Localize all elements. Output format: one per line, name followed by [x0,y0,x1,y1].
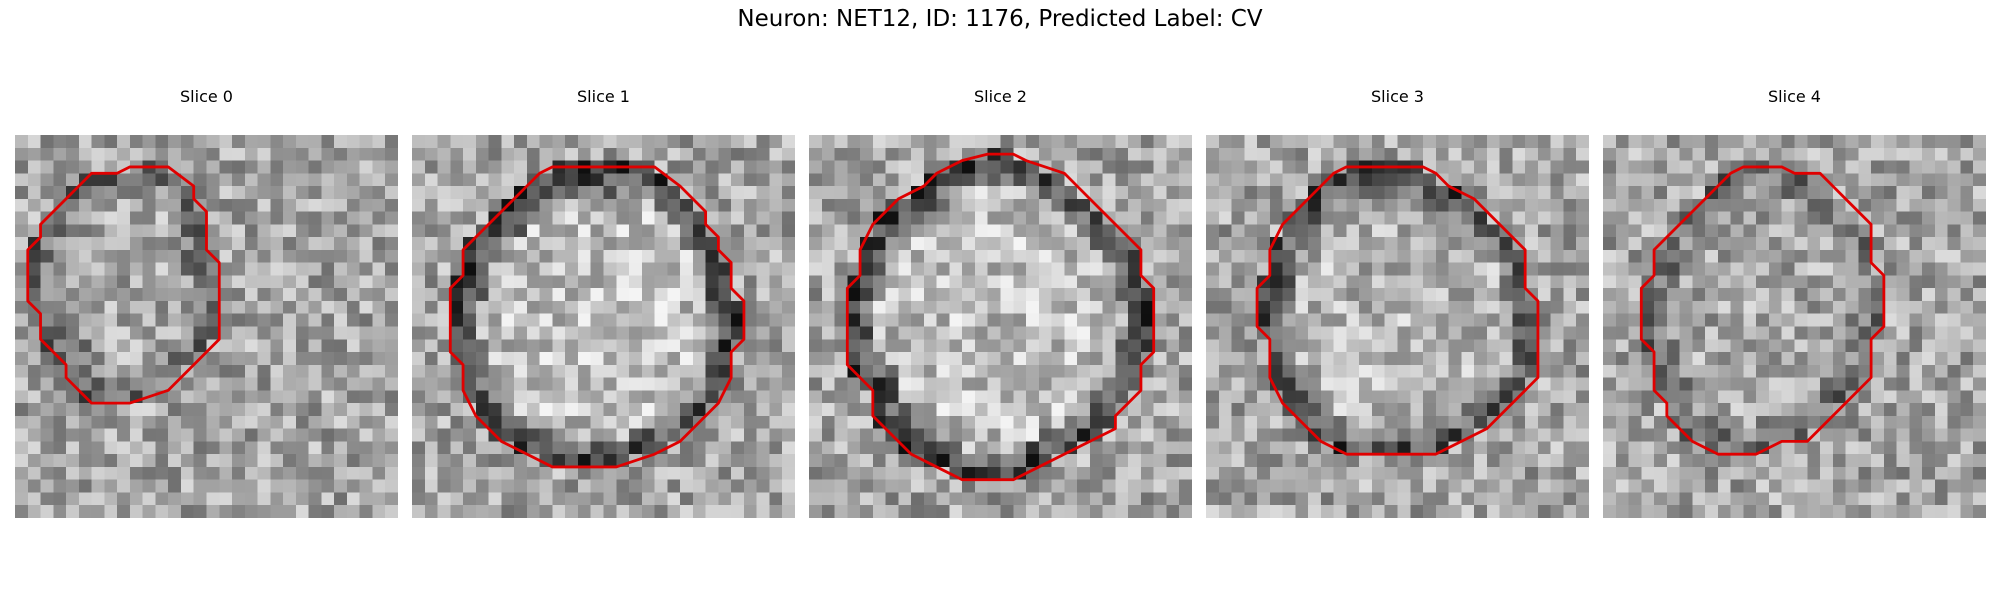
slice-title-0: Slice 0 [180,87,233,106]
slice-image-4 [1603,135,1986,518]
cell-contour-1 [448,165,746,469]
figure-title: Neuron: NET12, ID: 1176, Predicted Label… [737,6,1263,32]
cell-contour-2 [845,152,1156,482]
contour-line-4 [1639,165,1886,456]
cell-contour-4 [1639,165,1886,456]
cell-contour-3 [1255,165,1540,456]
contour-line-1 [448,165,746,469]
cell-contour-0 [26,165,221,405]
slice-image-2 [809,135,1192,518]
contour-line-3 [1255,165,1540,456]
slice-image-0 [15,135,398,518]
slice-title-1: Slice 1 [577,87,630,106]
slice-title-2: Slice 2 [974,87,1027,106]
slice-title-4: Slice 4 [1768,87,1821,106]
slice-title-3: Slice 3 [1371,87,1424,106]
contour-line-2 [845,152,1156,482]
slice-image-1 [412,135,795,518]
contour-line-0 [26,165,221,405]
